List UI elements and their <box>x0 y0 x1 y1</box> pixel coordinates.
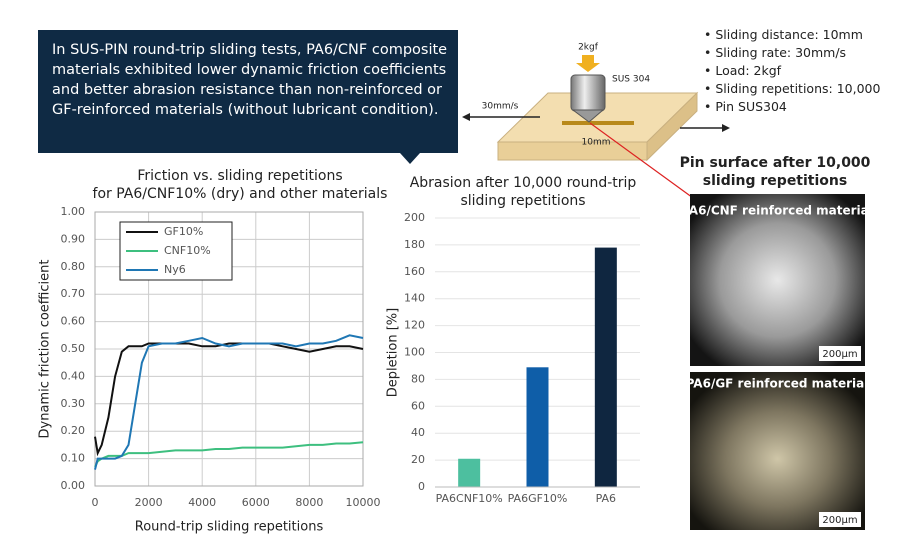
condition: Pin SUS304 <box>704 98 880 116</box>
y-tick-label: 0.90 <box>61 232 86 245</box>
scale-box <box>819 512 861 527</box>
y-tick-label: 80 <box>411 372 425 385</box>
x-tick-label: PA6GF10% <box>508 492 568 505</box>
y-tick-label: 0.00 <box>61 479 86 492</box>
photo <box>690 194 865 366</box>
x-tick-label: PA6 <box>596 492 616 505</box>
pin-tip <box>571 109 605 123</box>
y-tick-label: 1.00 <box>61 205 86 218</box>
y-tick-label: 20 <box>411 453 425 466</box>
load-arrow <box>576 55 600 72</box>
line-series <box>94 441 364 468</box>
scale-label: 200μm <box>822 349 857 360</box>
legend-label: Ny6 <box>164 263 186 276</box>
y-tick-label: 120 <box>404 319 425 332</box>
y-tick-label: 0.80 <box>61 260 86 273</box>
condition: Load: 2kgf <box>704 62 880 80</box>
chart-title: Abrasion after 10,000 round-trip <box>410 175 637 191</box>
wear-track <box>562 121 634 125</box>
slab-front <box>497 141 648 161</box>
chart-title: sliding repetitions <box>460 193 585 209</box>
chart-title: for PA6/CNF10% (dry) and other materials <box>93 186 388 202</box>
y-tick-label: 160 <box>404 265 425 278</box>
photo-label: PA6/GF reinforced material <box>686 377 869 391</box>
load-label: 2kgf <box>578 43 599 53</box>
line-series <box>94 342 364 457</box>
scale-box <box>819 346 861 361</box>
y-tick-label: 200 <box>404 211 425 224</box>
y-tick-label: 0.40 <box>61 369 86 382</box>
y-axis-label: Depletion [%] <box>386 308 401 397</box>
photo <box>690 372 865 530</box>
condition: Sliding rate: 30mm/s <box>704 44 880 62</box>
x-tick-label: 4000 <box>188 496 216 509</box>
y-tick-label: 0.10 <box>61 452 86 465</box>
y-tick-label: 100 <box>404 346 425 359</box>
move-arrowhead <box>722 124 730 132</box>
x-tick-label: PA6CNF10% <box>436 492 503 505</box>
line-series <box>94 334 364 470</box>
y-tick-label: 0.20 <box>61 424 86 437</box>
conditions: Sliding distance: 10mmSliding rate: 30mm… <box>704 26 880 116</box>
legend-label: CNF10% <box>164 244 211 257</box>
condition: Sliding distance: 10mm <box>704 26 880 44</box>
x-tick-label: 0 <box>92 496 99 509</box>
chart-title: Friction vs. sliding repetitions <box>137 168 342 184</box>
photo-label: PA6/CNF reinforced material <box>681 204 873 218</box>
legend-label: GF10% <box>164 225 203 238</box>
y-tick-label: 40 <box>411 426 425 439</box>
scale-label: 200μm <box>822 515 857 526</box>
x-tick-label: 8000 <box>295 496 323 509</box>
x-tick-label: 6000 <box>242 496 270 509</box>
condition: Sliding repetitions: 10,000 <box>704 80 880 98</box>
callout-box <box>38 30 458 153</box>
y-tick-label: 180 <box>404 238 425 251</box>
callout-text: In SUS-PIN round-trip sliding tests, PA6… <box>52 42 448 118</box>
rate-arrowhead <box>462 113 470 121</box>
x-axis-label: Round-trip sliding repetitions <box>135 520 324 535</box>
rate-label: 30mm/s <box>482 102 519 112</box>
photos-title: sliding repetitions <box>703 173 847 189</box>
pin-label: SUS 304 <box>612 75 650 85</box>
bar <box>526 367 549 487</box>
x-tick-label: 10000 <box>346 496 381 509</box>
y-tick-label: 60 <box>411 399 425 412</box>
callout-pointer <box>400 153 420 164</box>
pin <box>570 74 606 112</box>
bar <box>594 247 617 487</box>
slab-side <box>646 91 698 162</box>
x-tick-label: 2000 <box>135 496 163 509</box>
distance-label: 10mm <box>582 138 611 148</box>
y-tick-label: 0 <box>418 480 425 493</box>
pointer-line <box>589 122 701 204</box>
y-axis-label: Dynamic friction coefficient <box>38 260 53 439</box>
y-tick-label: 0.30 <box>61 397 86 410</box>
y-tick-label: 0.60 <box>61 315 86 328</box>
photos-title: Pin surface after 10,000 <box>680 155 871 171</box>
bar <box>458 458 481 487</box>
y-tick-label: 0.50 <box>61 342 86 355</box>
y-tick-label: 140 <box>404 292 425 305</box>
y-tick-label: 0.70 <box>61 287 86 300</box>
